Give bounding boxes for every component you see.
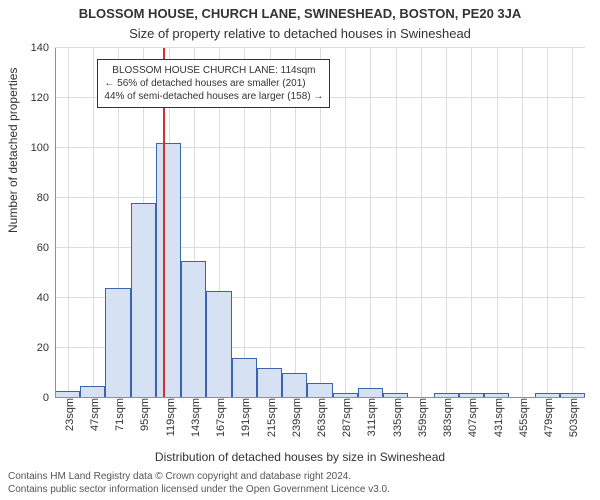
footer-attribution: Contains HM Land Registry data © Crown c… [8,471,592,496]
y-tick-label: 120 [31,92,55,104]
x-tick-label: 335sqm [392,398,404,437]
gridline-v [345,48,346,398]
annotation-line-1: BLOSSOM HOUSE CHURCH LANE: 114sqm [104,64,323,77]
x-tick-label: 23sqm [64,398,76,431]
y-tick-label: 20 [37,342,55,354]
x-axis-label: Distribution of detached houses by size … [0,450,600,464]
x-tick-label: 479sqm [543,398,555,437]
page-title: Size of property relative to detached ho… [0,26,600,41]
y-tick-label: 80 [37,192,55,204]
x-tick-label: 95sqm [139,398,151,431]
histogram-bar [105,288,130,398]
histogram-bar [156,143,181,398]
gridline-v [93,48,94,398]
x-tick-label: 431sqm [493,398,505,437]
annotation-line-3: 44% of semi-detached houses are larger (… [104,90,323,103]
x-tick-label: 191sqm [240,398,252,437]
x-tick-label: 143sqm [190,398,202,437]
y-axis-label: Number of detached properties [6,68,20,233]
x-tick-label: 503sqm [568,398,580,437]
x-tick-label: 215sqm [266,398,278,437]
x-tick-label: 263sqm [316,398,328,437]
histogram-bar [206,291,231,399]
annotation-line-2: ← 56% of detached houses are smaller (20… [104,77,323,90]
gridline-v [446,48,447,398]
gridline-v [68,48,69,398]
histogram-bar [181,261,206,399]
histogram-bar [131,203,156,398]
footer-line-1: Contains HM Land Registry data © Crown c… [8,471,592,484]
x-tick-label: 239sqm [291,398,303,437]
y-tick-label: 140 [31,42,55,54]
gridline-v [471,48,472,398]
histogram-bar [307,383,332,398]
x-tick-label: 383sqm [442,398,454,437]
x-tick-label: 407sqm [467,398,479,437]
x-tick-label: 71sqm [114,398,126,431]
gridline-v [497,48,498,398]
gridline-v [421,48,422,398]
histogram-bar [257,368,282,398]
x-tick-label: 311sqm [366,398,378,436]
gridline-v [396,48,397,398]
gridline-v [370,48,371,398]
x-tick-label: 359sqm [417,398,429,437]
page-supertitle: BLOSSOM HOUSE, CHURCH LANE, SWINESHEAD, … [0,6,600,21]
y-tick-label: 0 [43,392,55,404]
x-tick-label: 167sqm [215,398,227,437]
histogram-bar [232,358,257,398]
gridline-v [572,48,573,398]
x-tick-label: 455sqm [518,398,530,437]
y-tick-label: 100 [31,142,55,154]
y-tick-label: 60 [37,242,55,254]
x-tick-label: 47sqm [89,398,101,431]
gridline-v [522,48,523,398]
annotation-box: BLOSSOM HOUSE CHURCH LANE: 114sqm← 56% o… [97,59,330,108]
y-axis-line [55,48,56,398]
x-axis-line [55,397,585,398]
histogram-bar [282,373,307,398]
gridline-v [547,48,548,398]
x-tick-label: 119sqm [165,398,177,436]
histogram-plot: 02040608010012014023sqm47sqm71sqm95sqm11… [55,48,585,398]
footer-line-2: Contains public sector information licen… [8,484,592,497]
y-tick-label: 40 [37,292,55,304]
x-tick-label: 287sqm [341,398,353,437]
